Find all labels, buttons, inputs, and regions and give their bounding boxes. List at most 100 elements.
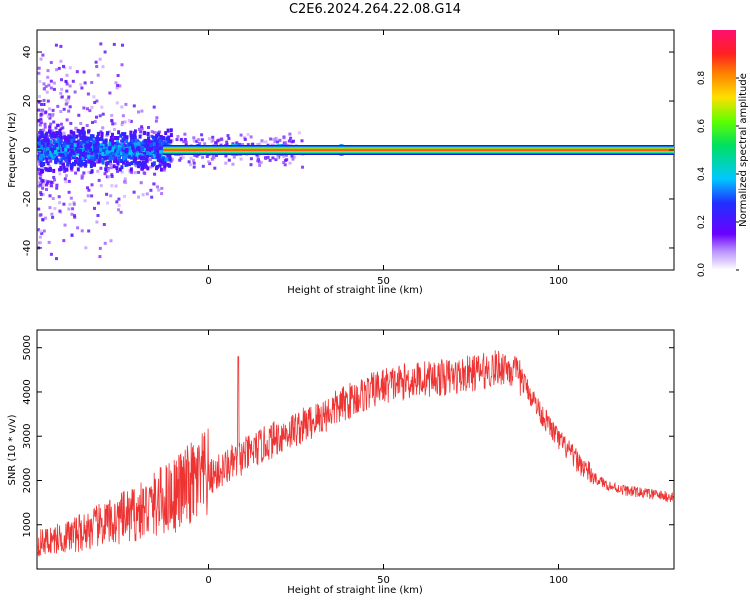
core-cell [106,160,110,165]
core-cell [130,139,134,144]
noise-cell [49,86,53,90]
noise-cell [208,162,212,166]
noise-cell [128,170,132,174]
noise-cell [272,137,276,141]
core-cell [62,165,66,170]
core-cell [90,160,94,165]
noise-cell [63,177,67,181]
noise-cell [205,155,209,158]
core-cell [166,162,170,167]
noise-cell [149,165,153,169]
core-cell [138,134,142,139]
noise-cell [74,127,78,131]
noise-cell [73,215,77,219]
core-cell [119,151,123,156]
noise-cell [256,143,260,146]
noise-cell [256,155,260,159]
core-cell [89,142,93,147]
noise-cell [231,162,235,166]
core-cell [143,131,147,135]
noise-cell [46,114,50,118]
noise-cell [87,188,91,192]
core-cell [159,134,163,139]
noise-cell [98,57,102,61]
core-cell [67,160,71,165]
noise-cell [51,112,55,116]
noise-cell [43,87,46,91]
noise-cell [59,110,63,113]
noise-cell [211,154,215,158]
noise-cell [64,102,68,106]
noise-cell [189,156,193,160]
noise-cell [140,125,144,129]
core-cell [109,158,112,163]
noise-cell [38,172,42,176]
core-cell [147,139,151,144]
noise-cell [93,206,96,210]
noise-cell [56,123,59,127]
noise-cell [287,139,291,143]
core-cell [40,163,43,168]
noise-cell [198,142,202,146]
y-tick-label: 4000 [22,379,33,404]
y-tick-label: 5000 [22,335,33,360]
core-cell [116,149,120,154]
snr-xlabel: Height of straight line (km) [287,585,423,596]
noise-cell [70,168,74,172]
noise-cell [116,169,119,173]
noise-cell [62,202,66,206]
noise-cell [95,99,99,103]
noise-cell [38,95,41,98]
core-cell [93,157,97,162]
core-cell [128,142,132,147]
noise-cell [37,119,40,122]
colorbar-tick-label: 0.2 [697,215,707,229]
noise-cell [37,162,40,166]
core-cell [145,148,149,153]
noise-cell [217,138,221,142]
noise-cell [100,105,104,109]
noise-cell [278,138,282,142]
noise-cell [76,226,80,230]
noise-cell [147,126,150,129]
core-cell [73,143,77,148]
noise-cell [109,166,113,170]
core-cell [91,134,95,139]
core-cell [90,137,94,141]
core-cell [76,167,80,172]
core-cell [60,157,64,162]
noise-cell [38,180,42,184]
core-cell [144,144,148,149]
noise-cell [60,78,63,82]
core-cell [127,154,131,159]
core-cell [158,163,162,168]
noise-cell [264,157,268,160]
core-cell [111,156,115,161]
noise-cell [184,140,188,144]
core-cell [132,159,136,163]
core-cell [107,149,111,154]
core-cell [62,144,66,149]
noise-cell [46,75,50,79]
core-cell [141,142,145,147]
noise-cell [75,70,79,74]
spectrogram-xlabel: Height of straight line (km) [287,285,423,296]
noise-cell [85,124,89,127]
noise-cell [51,215,55,219]
noise-cell [42,103,46,106]
core-cell [52,140,56,144]
core-cell [78,129,82,134]
noise-cell [170,158,174,162]
core-cell [52,134,56,139]
core-cell [42,154,46,159]
core-cell [149,143,153,148]
noise-cell [150,130,154,134]
noise-cell [80,174,84,178]
core-cell [169,139,173,144]
core-cell [37,137,41,142]
core-cell [64,147,68,152]
noise-cell [39,103,43,106]
noise-cell [178,158,182,162]
noise-cell [48,164,52,168]
page-title: C2E6.2024.264.22.08.G14 [288,2,462,17]
